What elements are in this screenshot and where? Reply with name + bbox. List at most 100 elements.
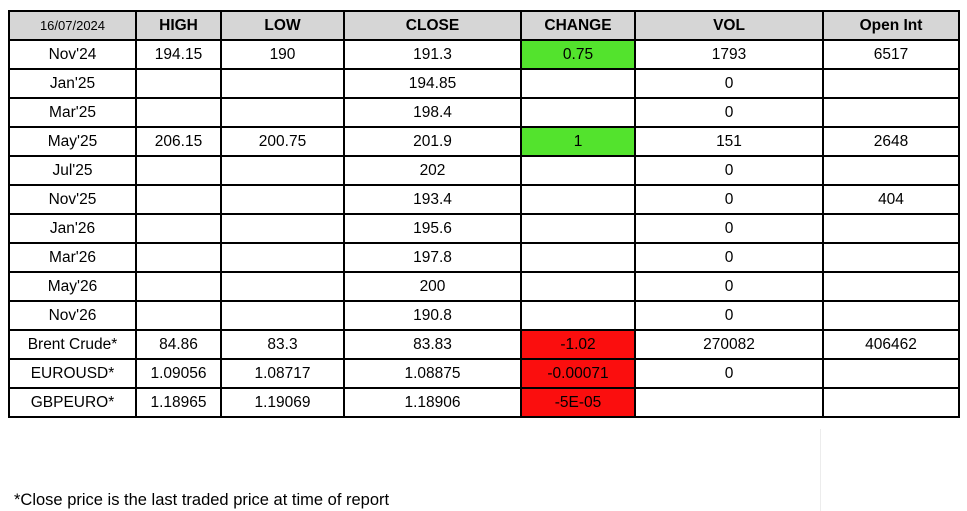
cell-vol: 151	[634, 126, 824, 157]
column-header-vol: VOL	[634, 10, 824, 41]
cell-high: 1.18965	[135, 387, 222, 418]
cell-vol: 0	[634, 213, 824, 244]
table-row: Mar'26 197.8 0	[8, 242, 960, 273]
row-label: May'26	[8, 271, 137, 302]
footnotes: *Close price is the last traded price at…	[14, 434, 389, 511]
table-row: Nov'25 193.4 0 404	[8, 184, 960, 215]
cell-close: 201.9	[343, 126, 522, 157]
cell-high: 194.15	[135, 39, 222, 70]
cell-open-int: 404	[822, 184, 960, 215]
row-label: Mar'25	[8, 97, 137, 128]
cell-open-int: 2648	[822, 126, 960, 157]
cell-low	[220, 271, 345, 302]
cell-change: -0.00071	[520, 358, 636, 389]
header-row: 16/07/2024 HIGH LOW CLOSE CHANGE VOL Ope…	[8, 10, 960, 41]
row-label: GBPEURO*	[8, 387, 137, 418]
cell-open-int	[822, 155, 960, 186]
table-row: EUROUSD* 1.09056 1.08717 1.08875 -0.00071 0	[8, 358, 960, 389]
cell-open-int	[822, 300, 960, 331]
row-label: Jul'25	[8, 155, 137, 186]
cell-open-int	[822, 213, 960, 244]
cell-close: 190.8	[343, 300, 522, 331]
cell-high: 1.09056	[135, 358, 222, 389]
cell-high: 206.15	[135, 126, 222, 157]
cell-high	[135, 213, 222, 244]
cell-vol: 0	[634, 242, 824, 273]
cell-low: 83.3	[220, 329, 345, 360]
cell-high: 84.86	[135, 329, 222, 360]
cell-high	[135, 68, 222, 99]
cell-open-int	[822, 387, 960, 418]
cell-open-int	[822, 97, 960, 128]
cell-high	[135, 242, 222, 273]
spreadsheet-gridline	[820, 429, 821, 511]
row-label: Jan'26	[8, 213, 137, 244]
table-row: Jan'25 194.85 0	[8, 68, 960, 99]
column-header-change: CHANGE	[520, 10, 636, 41]
cell-open-int	[822, 271, 960, 302]
cell-close: 191.3	[343, 39, 522, 70]
row-label: Nov'24	[8, 39, 137, 70]
cell-close: 193.4	[343, 184, 522, 215]
column-header-low: LOW	[220, 10, 345, 41]
row-label: Brent Crude*	[8, 329, 137, 360]
cell-close: 202	[343, 155, 522, 186]
cell-change: 1	[520, 126, 636, 157]
cell-low	[220, 300, 345, 331]
cell-high	[135, 271, 222, 302]
cell-low	[220, 242, 345, 273]
cell-low	[220, 97, 345, 128]
date-header: 16/07/2024	[8, 10, 137, 41]
cell-change	[520, 300, 636, 331]
row-label: May'25	[8, 126, 137, 157]
table-row: Nov'26 190.8 0	[8, 300, 960, 331]
cell-open-int: 6517	[822, 39, 960, 70]
cell-high	[135, 155, 222, 186]
column-header-high: HIGH	[135, 10, 222, 41]
column-header-open-int: Open Int	[822, 10, 960, 41]
cell-vol: 0	[634, 155, 824, 186]
column-header-close: CLOSE	[343, 10, 522, 41]
cell-close: 194.85	[343, 68, 522, 99]
cell-open-int	[822, 68, 960, 99]
cell-close: 1.08875	[343, 358, 522, 389]
cell-low: 1.08717	[220, 358, 345, 389]
table-row: May'25 206.15 200.75 201.9 1 151 2648	[8, 126, 960, 157]
table-row: GBPEURO* 1.18965 1.19069 1.18906 -5E-05	[8, 387, 960, 418]
cell-close: 197.8	[343, 242, 522, 273]
cell-close: 200	[343, 271, 522, 302]
row-label: Nov'25	[8, 184, 137, 215]
cell-vol: 270082	[634, 329, 824, 360]
table-row: Nov'24 194.15 190 191.3 0.75 1793 6517	[8, 39, 960, 70]
cell-change: -5E-05	[520, 387, 636, 418]
table-row: Brent Crude* 84.86 83.3 83.83 -1.02 270082 406…	[8, 329, 960, 360]
cell-vol: 0	[634, 300, 824, 331]
footnote-close-price: *Close price is the last traded price at…	[14, 491, 390, 509]
cell-low	[220, 155, 345, 186]
cell-change	[520, 97, 636, 128]
cell-low: 1.19069	[220, 387, 345, 418]
cell-low: 190	[220, 39, 345, 70]
table-body: Nov'24 194.15 190 191.3 0.75 1793 6517 Jan'25 19…	[8, 39, 960, 418]
cell-change: 0.75	[520, 39, 636, 70]
table-row: Jul'25 202 0	[8, 155, 960, 186]
cell-close: 195.6	[343, 213, 522, 244]
cell-open-int	[822, 242, 960, 273]
row-label: Nov'26	[8, 300, 137, 331]
cell-change	[520, 242, 636, 273]
row-label: EUROUSD*	[8, 358, 137, 389]
row-label: Mar'26	[8, 242, 137, 273]
cell-change	[520, 155, 636, 186]
row-label: Jan'25	[8, 68, 137, 99]
cell-change	[520, 68, 636, 99]
cell-high	[135, 97, 222, 128]
cell-high	[135, 300, 222, 331]
table-row: Jan'26 195.6 0	[8, 213, 960, 244]
cell-vol: 0	[634, 271, 824, 302]
cell-change: -1.02	[520, 329, 636, 360]
cell-vol: 1793	[634, 39, 824, 70]
cell-open-int	[822, 358, 960, 389]
cell-vol	[634, 387, 824, 418]
cell-high	[135, 184, 222, 215]
